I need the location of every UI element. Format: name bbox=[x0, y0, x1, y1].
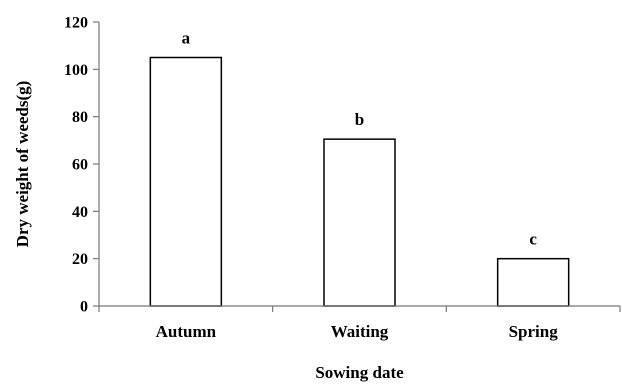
y-tick-label: 120 bbox=[64, 15, 88, 32]
x-category-label: Autumn bbox=[156, 322, 217, 341]
bar-autumn bbox=[149, 56, 223, 307]
bar-data-label: b bbox=[355, 110, 364, 129]
y-tick-label: 60 bbox=[72, 157, 88, 174]
x-axis-ticks bbox=[98, 306, 621, 312]
y-tick-label: 80 bbox=[72, 109, 88, 126]
x-category-label: Waiting bbox=[331, 322, 389, 341]
bars: a Autumn b Waiting c Spring bbox=[149, 29, 570, 341]
y-tick-label: 40 bbox=[72, 204, 88, 221]
x-category-label: Spring bbox=[509, 322, 559, 341]
y-tick-label: 0 bbox=[80, 299, 88, 316]
bar-data-label: c bbox=[529, 230, 537, 249]
bar-waiting bbox=[323, 138, 396, 307]
y-tick-label: 20 bbox=[72, 251, 88, 268]
y-axis-ticks: 0 20 40 60 80 100 120 bbox=[64, 15, 99, 316]
x-axis-title: Sowing date bbox=[315, 363, 404, 382]
bar-spring bbox=[496, 257, 570, 307]
bar-data-label: a bbox=[182, 29, 191, 48]
y-axis-title: Dry weight of weeds(g) bbox=[13, 81, 32, 248]
y-tick-label: 100 bbox=[64, 62, 88, 79]
